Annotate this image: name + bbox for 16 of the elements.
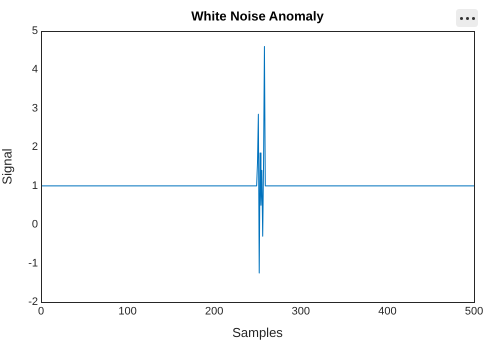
- x-tick-label: 400: [378, 306, 397, 318]
- x-tick-label: 500: [464, 306, 484, 318]
- y-tick-label: 5: [32, 25, 38, 38]
- y-tick-label: 0: [32, 218, 38, 231]
- y-tick-label: 3: [32, 102, 38, 114]
- chart-title: White Noise Anomaly: [191, 8, 324, 24]
- x-tick-label: 200: [205, 306, 224, 318]
- x-axis-title: Samples: [232, 324, 284, 340]
- y-tick-label: -1: [28, 257, 38, 270]
- y-tick-label: 4: [32, 64, 38, 76]
- y-tick-label: -2: [28, 296, 38, 308]
- y-axis-title: Signal: [0, 148, 14, 185]
- x-tick-label: 100: [118, 306, 137, 318]
- x-tick-label: 300: [292, 306, 310, 318]
- y-tick-label: 1: [32, 180, 38, 192]
- y-tick-label: 2: [32, 141, 38, 154]
